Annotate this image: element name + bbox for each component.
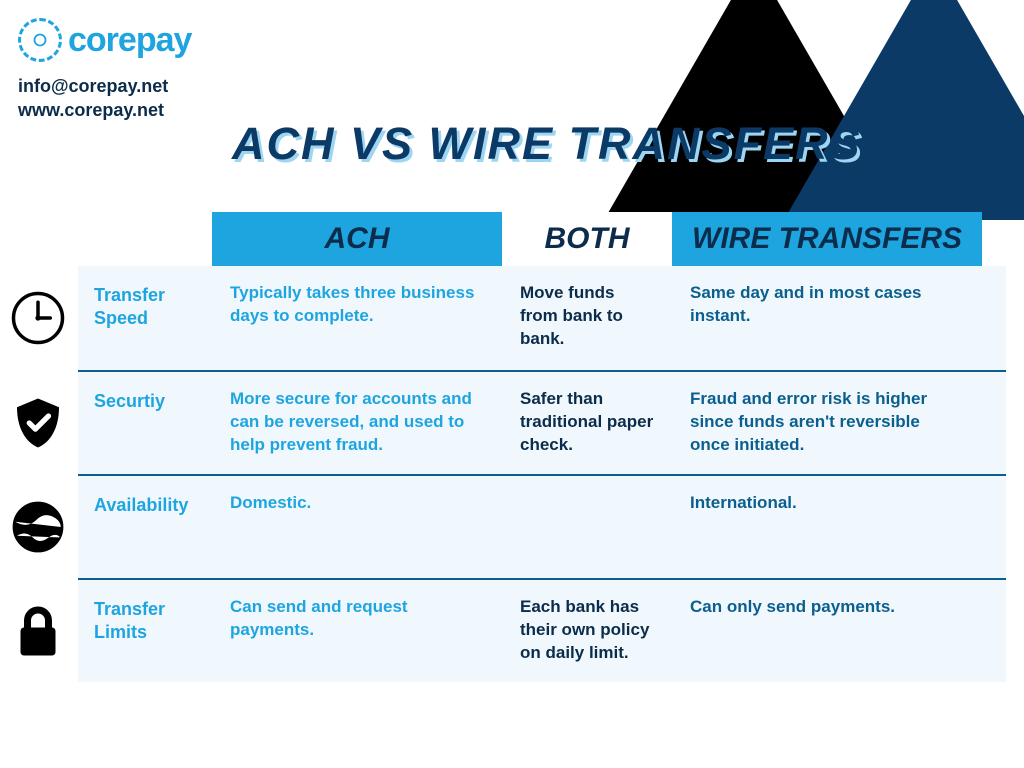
contact-site: www.corepay.net bbox=[18, 98, 191, 122]
table-header: ACH BOTH WIRE TRANSFERS bbox=[212, 212, 1006, 266]
row-label: Securtiy bbox=[78, 372, 212, 474]
lock-icon bbox=[10, 603, 66, 659]
table-row: Availability Domestic. International. bbox=[78, 474, 1006, 578]
cell-wire: Fraud and error risk is higher since fun… bbox=[672, 372, 982, 474]
header-wire: WIRE TRANSFERS bbox=[672, 212, 982, 266]
page-title: ACH VS WIRE TRANSFERS bbox=[232, 118, 862, 170]
row-label: Transfer Limits bbox=[78, 580, 212, 682]
cell-ach: Typically takes three business days to c… bbox=[212, 266, 502, 370]
header: corepay info@corepay.net www.corepay.net bbox=[18, 18, 191, 123]
cell-wire: International. bbox=[672, 476, 982, 578]
header-both: BOTH bbox=[502, 212, 672, 266]
clock-icon bbox=[10, 290, 66, 346]
cell-ach: Can send and request payments. bbox=[212, 580, 502, 682]
row-label: Availability bbox=[78, 476, 212, 578]
header-ach: ACH bbox=[212, 212, 502, 266]
contact-block: info@corepay.net www.corepay.net bbox=[18, 74, 191, 123]
cell-wire: Same day and in most cases instant. bbox=[672, 266, 982, 370]
cell-wire: Can only send payments. bbox=[672, 580, 982, 682]
cell-ach: More secure for accounts and can be reve… bbox=[212, 372, 502, 474]
brand-name: corepay bbox=[68, 21, 191, 60]
shield-icon bbox=[10, 395, 66, 451]
cell-both bbox=[502, 476, 672, 578]
contact-email: info@corepay.net bbox=[18, 74, 191, 98]
row-label: Transfer Speed bbox=[78, 266, 212, 370]
table-row: Transfer Limits Can send and request pay… bbox=[78, 578, 1006, 682]
table-body: Transfer Speed Typically takes three bus… bbox=[78, 266, 1006, 682]
cell-both: Each bank has their own policy on daily … bbox=[502, 580, 672, 682]
comparison-table: ACH BOTH WIRE TRANSFERS Transfer Speed T… bbox=[18, 212, 1006, 682]
cell-both: Move funds from bank to bank. bbox=[502, 266, 672, 370]
cell-ach: Domestic. bbox=[212, 476, 502, 578]
logo-icon bbox=[18, 18, 62, 62]
table-row: Transfer Speed Typically takes three bus… bbox=[78, 266, 1006, 370]
globe-icon bbox=[10, 499, 66, 555]
table-row: Securtiy More secure for accounts and ca… bbox=[78, 370, 1006, 474]
cell-both: Safer than traditional paper check. bbox=[502, 372, 672, 474]
logo: corepay bbox=[18, 18, 191, 62]
triangle-navy bbox=[784, 0, 1024, 220]
